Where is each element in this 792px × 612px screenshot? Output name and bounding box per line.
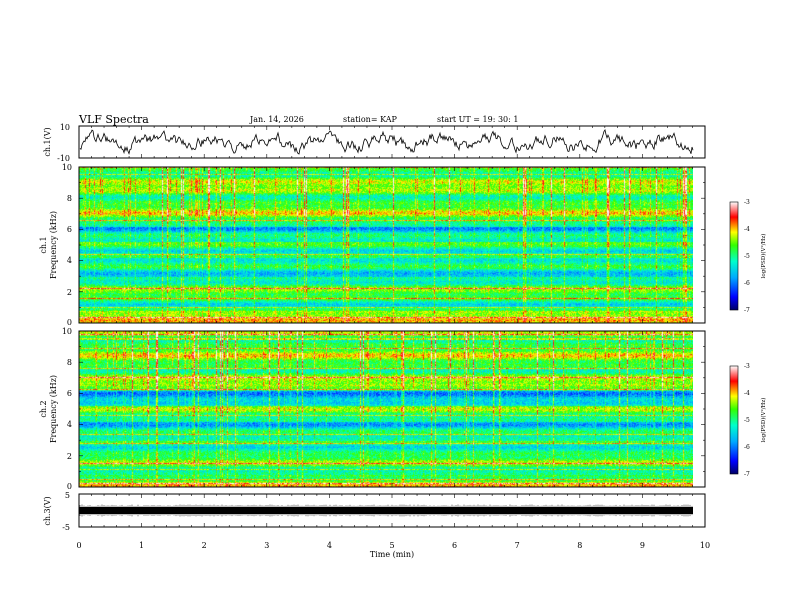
time-tick-label: 9: [640, 541, 645, 550]
time-tick-label: 6: [452, 541, 457, 550]
ch1-colorbar-tick-m7: -7: [744, 307, 750, 314]
ch1-spectrogram-ticks: [78, 166, 706, 324]
ch1-freq-tick-8: 8: [67, 194, 72, 203]
ch2-freq-tick-0: 0: [67, 482, 72, 491]
ch1-freq-tick-10: 10: [62, 163, 72, 172]
ch1-waveform-trace: [79, 129, 694, 155]
time-tick-label: 0: [76, 541, 81, 550]
time-axis-title: Time (min): [370, 550, 414, 559]
time-tick-label: 5: [389, 541, 394, 550]
date-label: Jan. 14, 2026: [249, 115, 304, 124]
ch1-waveform-panel: 10 -10 ch.1(V): [43, 123, 706, 163]
ch1-ytick-top: 10: [60, 123, 70, 132]
ch2-colorbar-label: log(PSD)(V²/Hz): [760, 398, 767, 443]
time-tick-label: 4: [327, 541, 332, 550]
time-tick-label: 8: [577, 541, 582, 550]
ch2-colorbar-tick-m4: -4: [744, 390, 750, 397]
ch1-colorbar-tick-m5: -5: [744, 253, 750, 260]
ch1-spectrogram-image: [79, 167, 693, 323]
ch2-colorbar: [729, 365, 739, 475]
ch1-colorbar-tick-m4: -4: [744, 226, 750, 233]
ch1-waveform-frame: [78, 125, 706, 159]
time-tick-label: 1: [139, 541, 144, 550]
time-tick-label: 10: [700, 541, 710, 550]
spec1-raster: [79, 167, 693, 323]
ch2-freq-tick-6: 6: [67, 389, 72, 398]
ch1-colorbar-tick-m6: -6: [744, 280, 750, 287]
ch1-ylabel-frequency: Frequency (kHz): [49, 211, 58, 279]
ch2-spectrogram-panel: 0 2 4 6 8 10 ch.2 Frequency (kHz) -3 -4 …: [39, 327, 767, 491]
ch1-ytick-bottom: -10: [57, 154, 70, 163]
start-time-label: start UT = 19: 30: 1: [437, 115, 518, 124]
ch3-waveform-ticks: [78, 494, 706, 527]
ch2-colorbar-tick-m3: -3: [744, 363, 750, 370]
figure-title: VLF Spectra: [78, 113, 149, 126]
station-label: station= KAP: [343, 115, 398, 124]
ch2-ylabel-channel: ch.2: [39, 400, 48, 417]
ch1-spectrogram-panel: 0 2 4 6 8 10 ch.1 Frequency (kHz) -3 -4 …: [39, 163, 767, 327]
ch3-ytick-bottom: -5: [62, 523, 70, 532]
ch2-freq-tick-2: 2: [67, 452, 72, 461]
ch1-freq-tick-4: 4: [67, 256, 72, 265]
ch1-freq-tick-0: 0: [67, 318, 72, 327]
ch1-freq-tick-6: 6: [67, 225, 72, 234]
ch2-ylabel-frequency: Frequency (kHz): [49, 375, 58, 443]
ch1-ylabel: ch.1(V): [43, 127, 52, 156]
ch1-freq-tick-2: 2: [67, 288, 72, 297]
ch1-colorbar-label: log(PSD)(V²/Hz): [760, 234, 767, 279]
ch1-waveform-ticks: [78, 126, 706, 158]
ch2-colorbar-tick-m6: -6: [744, 444, 750, 451]
ch3-ylabel: ch.3(V): [43, 496, 52, 525]
ch1-colorbar: [729, 201, 739, 311]
time-axis-labels: 0 1 2 3 4 5 6 7 8 9 10: [76, 541, 710, 550]
ch3-ytick-top: 5: [65, 491, 70, 500]
ch2-spectrogram-ticks: [78, 330, 706, 488]
ch2-colorbar-tick-m5: -5: [744, 417, 750, 424]
ch2-spectrogram-image: [79, 331, 693, 487]
ch2-freq-tick-4: 4: [67, 420, 72, 429]
ch2-colorbar-tick-m7: -7: [744, 471, 750, 478]
time-tick-label: 3: [264, 541, 269, 550]
ch2-freq-tick-8: 8: [67, 358, 72, 367]
ch1-colorbar-tick-m3: -3: [744, 199, 750, 206]
spec2-raster: [79, 331, 693, 487]
time-tick-label: 2: [202, 541, 207, 550]
ch3-waveform-panel: 5 -5 ch.3(V) 0 1 2 3 4 5 6 7 8 9 10 Time (min): [43, 491, 710, 559]
ch3-waveform-jitter: [79, 504, 693, 517]
ch2-freq-tick-10: 10: [62, 327, 72, 336]
ch1-ylabel-channel: ch.1: [39, 236, 48, 253]
time-tick-label: 7: [515, 541, 520, 550]
